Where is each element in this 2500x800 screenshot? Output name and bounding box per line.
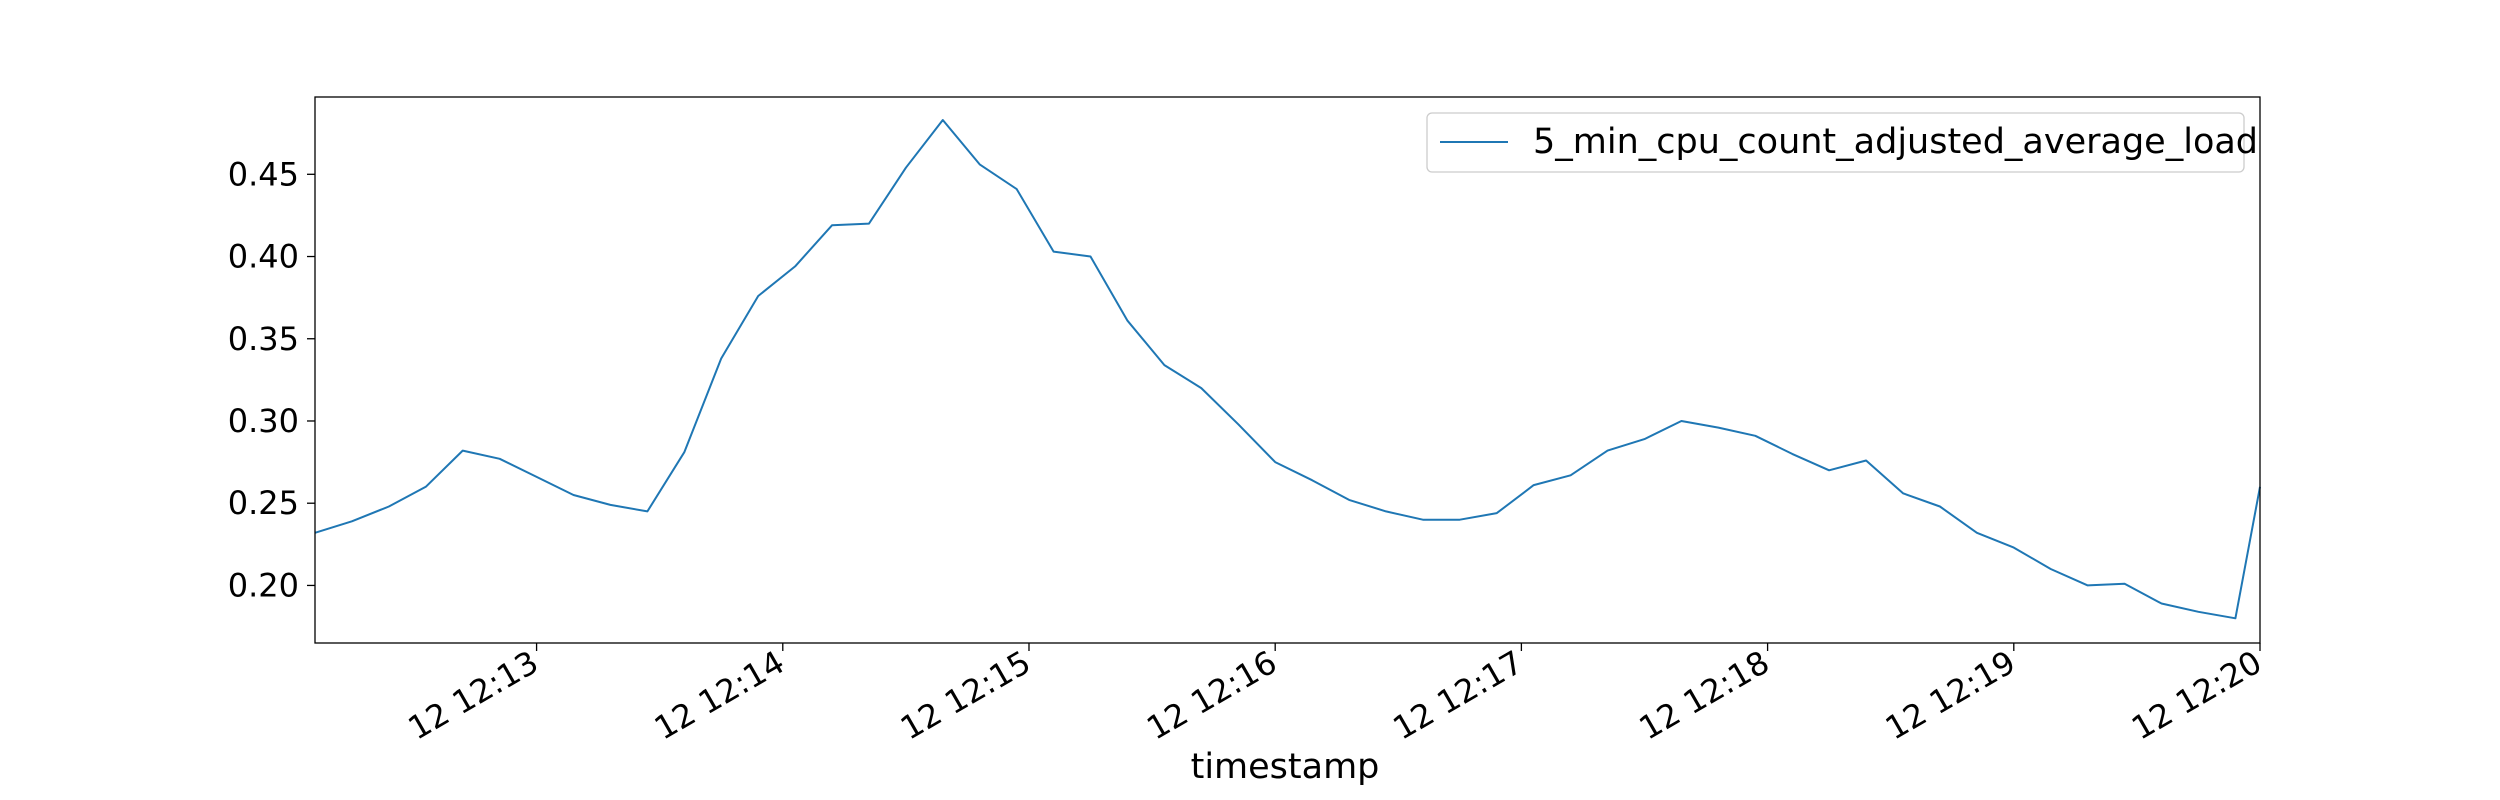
- y-axis: 0.20 0.25 0.30 0.35 0.40 0.45: [228, 155, 315, 604]
- x-tick-label: 12 12:19: [1879, 643, 2022, 747]
- legend: 5_min_cpu_count_adjusted_average_load: [1426, 112, 2258, 173]
- x-tick-label: 12 12:18: [1633, 643, 1776, 747]
- x-tick-label: 12 12:14: [648, 643, 791, 747]
- y-tick-label: 0.20: [228, 566, 299, 604]
- x-tick-label: 12 12:17: [1386, 643, 1529, 747]
- series-line-5-min-cpu-load: [314, 119, 2261, 620]
- x-axis-label: timestamp: [1191, 747, 1380, 787]
- x-axis: 12 12:13 12 12:14 12 12:15 12 12:16 12 12:17…: [402, 643, 2268, 747]
- y-tick-label: 0.30: [228, 402, 299, 440]
- legend-label: 5_min_cpu_count_adjusted_average_load: [1533, 122, 2258, 162]
- plot-frame: [314, 96, 2261, 644]
- x-tick-label: 12 12:20: [2125, 643, 2268, 747]
- x-tick-label: 12 12:16: [1140, 643, 1283, 747]
- x-tick-label: 12 12:13: [402, 643, 545, 747]
- y-tick-label: 0.35: [228, 320, 299, 358]
- y-tick-label: 0.25: [228, 484, 299, 522]
- legend-box: [1426, 112, 2245, 173]
- y-tick-label: 0.40: [228, 238, 299, 276]
- x-tick-label: 12 12:15: [894, 643, 1037, 747]
- y-tick-label: 0.45: [228, 155, 299, 193]
